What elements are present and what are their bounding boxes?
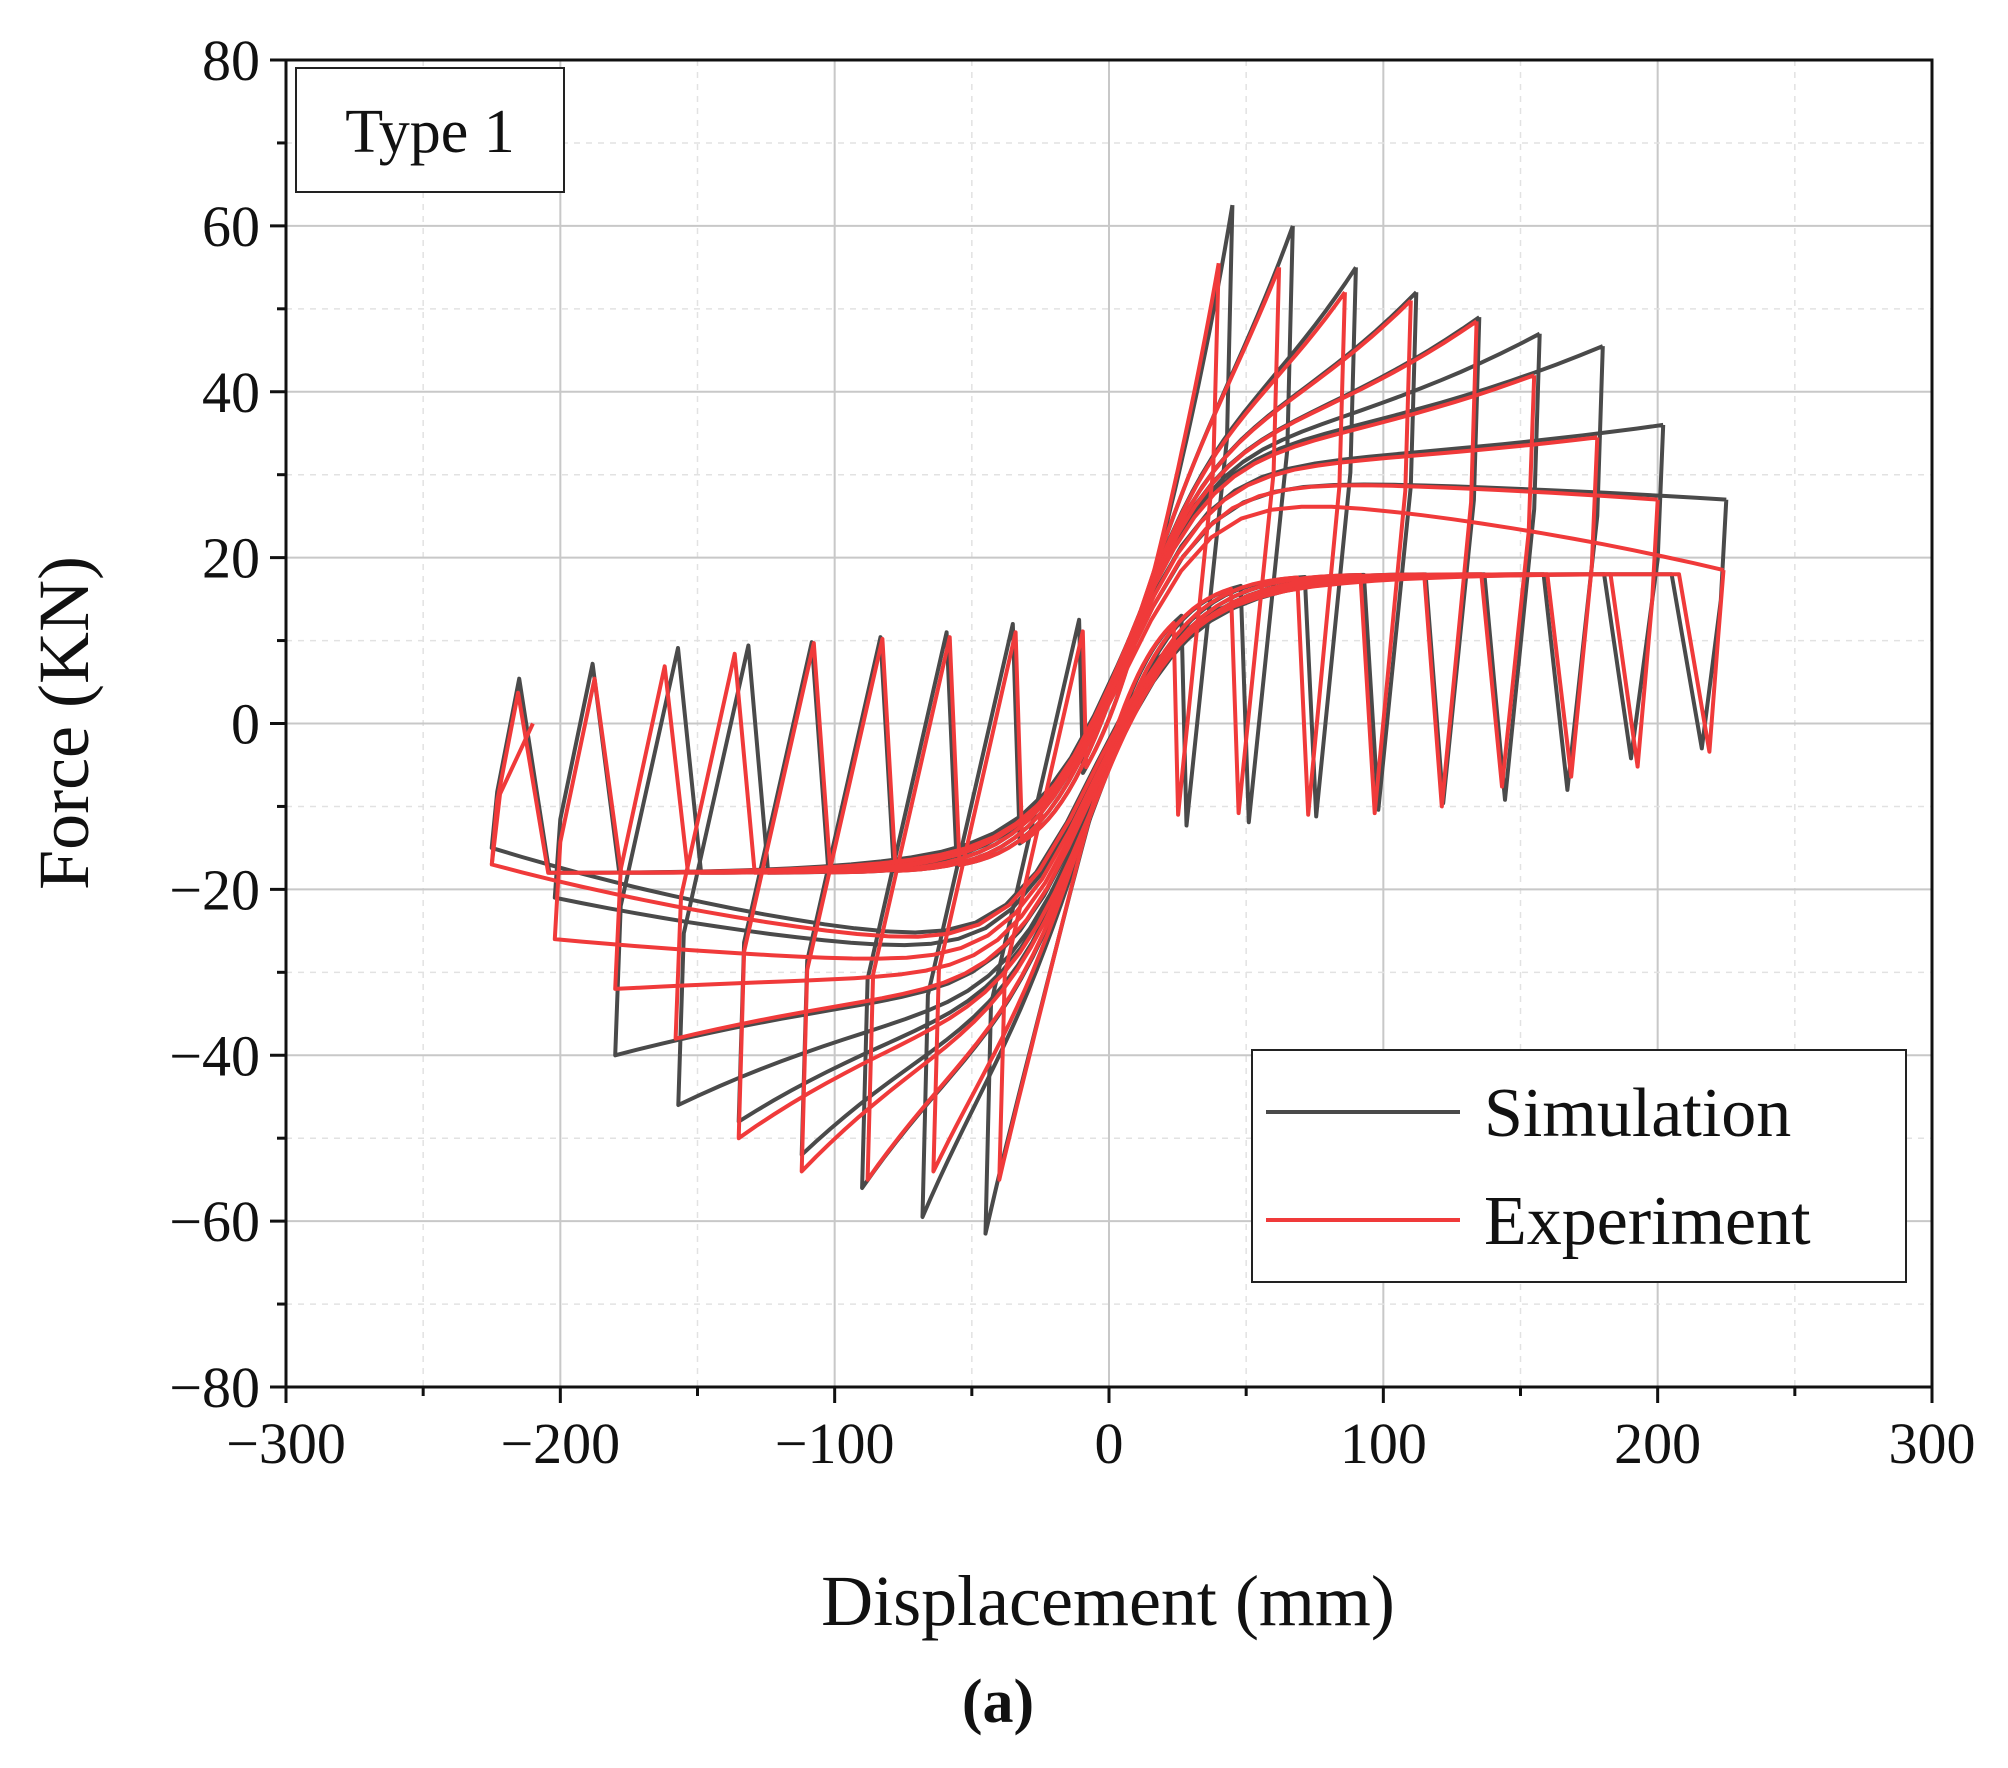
x-tick-label: −300: [226, 1411, 346, 1476]
y-tick-label: −60: [169, 1189, 260, 1254]
experiment-loop-4: [799, 299, 1413, 1174]
legend-label-experiment: Experiment: [1484, 1183, 1811, 1260]
y-tick-label: −20: [169, 857, 260, 922]
experiment-final-segment: [489, 722, 535, 865]
y-axis-title: Force (KN): [24, 556, 104, 890]
series-experiment: [489, 262, 1726, 1182]
x-axis-title: Displacement (mm): [821, 1561, 1395, 1641]
x-tick-label: 300: [1889, 1411, 1976, 1476]
experiment-loop-3: [865, 291, 1347, 1182]
panel-label: Type 1: [345, 98, 515, 166]
y-tick-label: 0: [231, 692, 260, 757]
y-tick-label: −40: [169, 1023, 260, 1088]
y-tick-label: 20: [202, 526, 260, 591]
x-tick-label: −200: [500, 1411, 620, 1476]
legend-label-simulation: Simulation: [1484, 1075, 1791, 1152]
x-tick-label: −100: [775, 1411, 895, 1476]
x-tick-label: 0: [1095, 1411, 1124, 1476]
experiment-loop-6: [673, 373, 1537, 1041]
x-tick-label: 100: [1340, 1411, 1427, 1476]
y-tick-label: 40: [202, 360, 260, 425]
figure-caption: (a): [962, 1668, 1034, 1736]
legend: Simulation Experiment: [1251, 1049, 1907, 1283]
x-tick-label: 200: [1614, 1411, 1701, 1476]
axis-ticks: −300 −200 −100 0 100 200 300−80−60−40−20020406…: [169, 28, 1975, 1476]
y-tick-label: 60: [202, 194, 260, 259]
experiment-loop-1: [997, 262, 1221, 1182]
legend-box: [1251, 1049, 1907, 1283]
panel-label-box: Type 1: [295, 67, 565, 193]
experiment-loop-2: [931, 266, 1282, 1174]
y-tick-label: 80: [202, 28, 260, 93]
series-layer: [489, 204, 1729, 1236]
y-tick-label: −80: [169, 1355, 260, 1420]
